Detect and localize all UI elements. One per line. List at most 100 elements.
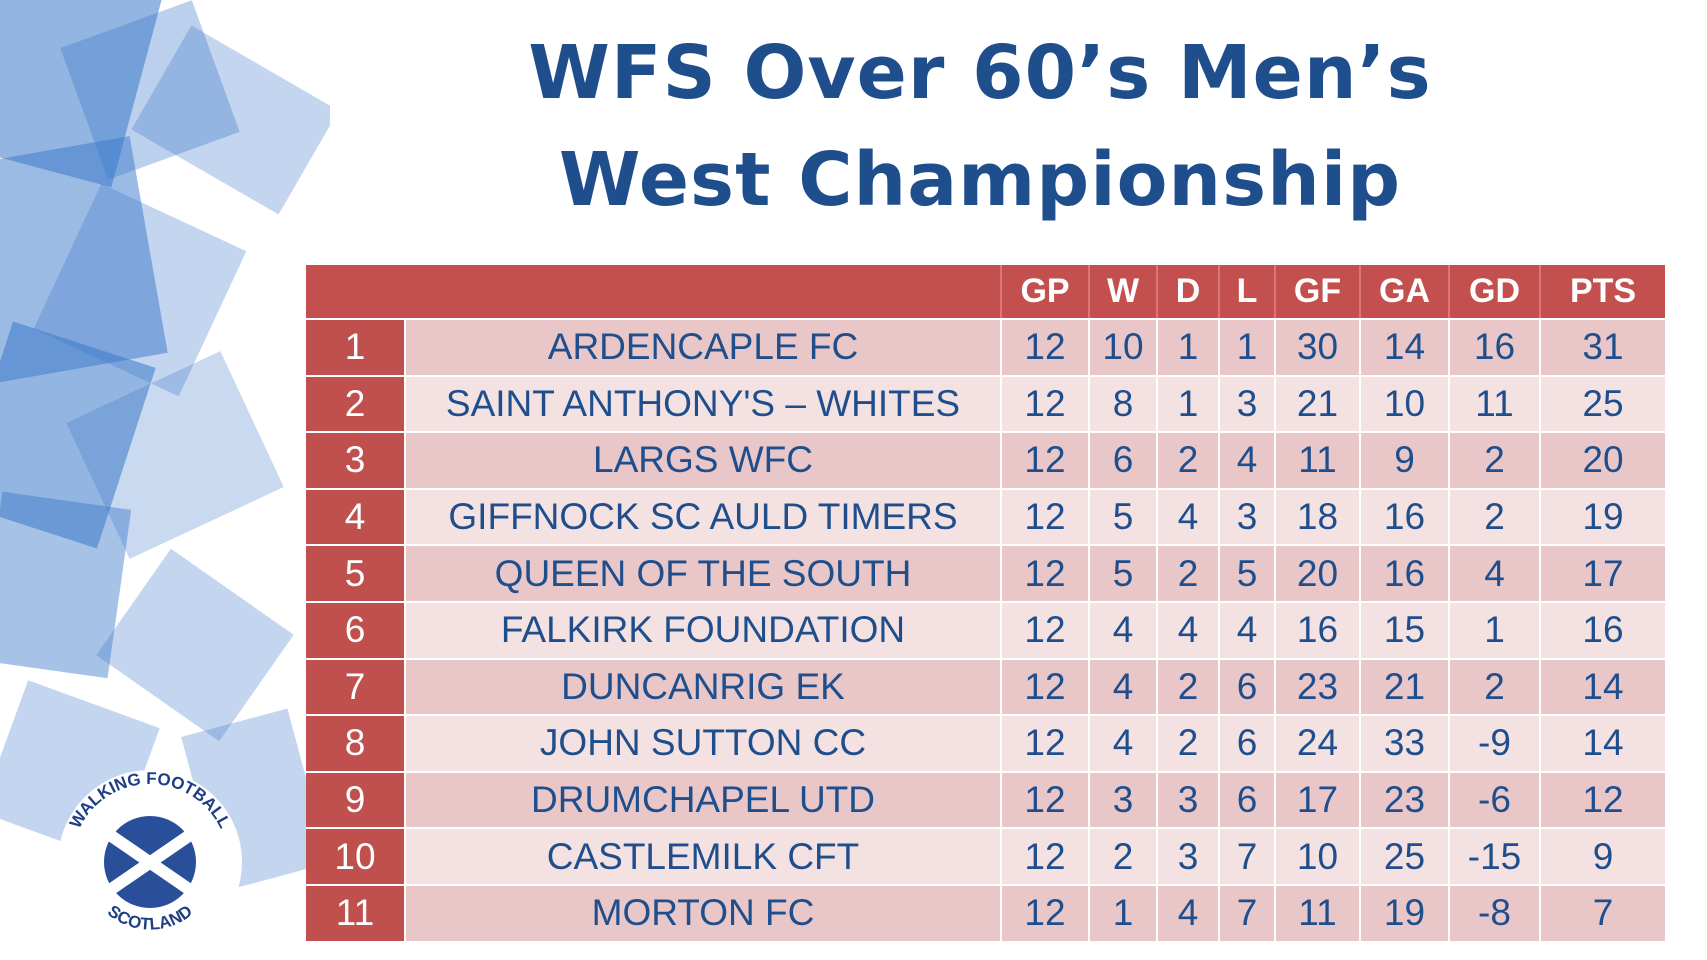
table-row: 10 CASTLEMILK CFT 12 2 3 7 10 25 -15 9 — [306, 827, 1665, 884]
table-row: 6 FALKIRK FOUNDATION 12 4 4 4 16 15 1 16 — [306, 600, 1665, 658]
stat: 15 — [1359, 602, 1448, 658]
stat: 4 — [1088, 716, 1156, 771]
stat: 12 — [1000, 659, 1088, 715]
stat: 2 — [1156, 716, 1218, 771]
stat: 12 — [1539, 772, 1665, 828]
stat: 31 — [1539, 320, 1665, 375]
rank: 1 — [306, 320, 404, 375]
stat: 14 — [1359, 320, 1448, 375]
stat: 25 — [1359, 829, 1448, 884]
stat: 14 — [1539, 716, 1665, 771]
stat: 3 — [1156, 829, 1218, 884]
logo-saltire — [106, 830, 194, 895]
table-row: 8 JOHN SUTTON CC 12 4 2 6 24 33 -9 14 — [306, 714, 1665, 771]
stat: 2 — [1088, 829, 1156, 884]
stat: 7 — [1218, 829, 1274, 884]
team-name: FALKIRK FOUNDATION — [404, 602, 1000, 658]
rank: 6 — [306, 602, 404, 658]
team-name: LARGS WFC — [404, 433, 1000, 488]
stat: 3 — [1218, 376, 1274, 432]
league-table: GP W D L GF GA GD PTS 1 ARDENCAPLE FC 12 10 1 1 30 14 16… — [306, 265, 1665, 941]
column-header: GD — [1448, 265, 1539, 318]
column-header: W — [1088, 265, 1156, 318]
table-row: 7 DUNCANRIG EK 12 4 2 6 23 21 2 14 — [306, 657, 1665, 715]
stat: 12 — [1000, 376, 1088, 432]
stat: 16 — [1448, 320, 1539, 375]
stat: 2 — [1156, 659, 1218, 715]
team-name: DUNCANRIG EK — [404, 659, 1000, 715]
stat: 23 — [1359, 772, 1448, 828]
stat: 16 — [1539, 602, 1665, 658]
stat: 21 — [1359, 659, 1448, 715]
stat: 3 — [1088, 772, 1156, 828]
stat: 6 — [1218, 716, 1274, 771]
stat: 8 — [1088, 376, 1156, 432]
stat: 4 — [1088, 659, 1156, 715]
stat: 2 — [1448, 433, 1539, 488]
table-row: 11 MORTON FC 12 1 4 7 11 19 -8 7 — [306, 883, 1665, 941]
stat: 10 — [1359, 376, 1448, 432]
stat: 3 — [1218, 489, 1274, 545]
stat: 23 — [1274, 659, 1359, 715]
stat: 4 — [1156, 602, 1218, 658]
stat: 20 — [1539, 433, 1665, 488]
stat: 6 — [1218, 772, 1274, 828]
stat: 11 — [1274, 433, 1359, 488]
stat: 3 — [1156, 772, 1218, 828]
stat: 1 — [1218, 320, 1274, 375]
stat: 12 — [1000, 602, 1088, 658]
stat: 21 — [1274, 376, 1359, 432]
stat: -8 — [1448, 885, 1539, 941]
team-name: SAINT ANTHONY'S – WHITES — [404, 376, 1000, 432]
column-header: GF — [1274, 265, 1359, 318]
stat: 6 — [1088, 433, 1156, 488]
stat: 5 — [1218, 546, 1274, 601]
stat: 1 — [1448, 602, 1539, 658]
stat: 25 — [1539, 376, 1665, 432]
rank: 10 — [306, 829, 404, 884]
stat: 2 — [1448, 489, 1539, 545]
rank: 11 — [306, 885, 404, 941]
stat: 4 — [1156, 489, 1218, 545]
title-line: WFS Over 60’s Men’s — [528, 30, 1432, 116]
stat: 7 — [1539, 885, 1665, 941]
table-row: 4 GIFFNOCK SC AULD TIMERS 12 5 4 3 18 16 2 19 — [306, 487, 1665, 545]
stat: 30 — [1274, 320, 1359, 375]
stat: 12 — [1000, 320, 1088, 375]
rank: 4 — [306, 489, 404, 545]
stat: -6 — [1448, 772, 1539, 828]
stat: 19 — [1539, 489, 1665, 545]
rank: 7 — [306, 659, 404, 715]
stat: 9 — [1359, 433, 1448, 488]
rank: 8 — [306, 716, 404, 771]
column-header: L — [1218, 265, 1274, 318]
stat: 19 — [1359, 885, 1448, 941]
stat: 10 — [1088, 320, 1156, 375]
stat: 5 — [1088, 546, 1156, 601]
table-row: 3 LARGS WFC 12 6 2 4 11 9 2 20 — [306, 431, 1665, 488]
stat: 17 — [1274, 772, 1359, 828]
column-header: D — [1156, 265, 1218, 318]
table-row: 5 QUEEN OF THE SOUTH 12 5 2 5 20 16 4 17 — [306, 544, 1665, 601]
decoration: WALKING FOOTBALL SCOTLAND — [0, 0, 330, 954]
stat: 4 — [1218, 433, 1274, 488]
team-name: ARDENCAPLE FC — [404, 320, 1000, 375]
shards — [0, 0, 330, 892]
stat: 4 — [1448, 546, 1539, 601]
team-name: GIFFNOCK SC AULD TIMERS — [404, 489, 1000, 545]
stat: 2 — [1156, 546, 1218, 601]
stat: 12 — [1000, 716, 1088, 771]
header-blank — [306, 265, 1000, 318]
team-name: JOHN SUTTON CC — [404, 716, 1000, 771]
stat: 16 — [1359, 546, 1448, 601]
stat: 4 — [1088, 602, 1156, 658]
stat: 14 — [1539, 659, 1665, 715]
stat: 12 — [1000, 546, 1088, 601]
stat: 1 — [1156, 320, 1218, 375]
column-header: GA — [1359, 265, 1448, 318]
stat: 12 — [1000, 772, 1088, 828]
header-row: GP W D L GF GA GD PTS — [306, 265, 1665, 318]
stat: 2 — [1156, 433, 1218, 488]
stat: 1 — [1156, 376, 1218, 432]
